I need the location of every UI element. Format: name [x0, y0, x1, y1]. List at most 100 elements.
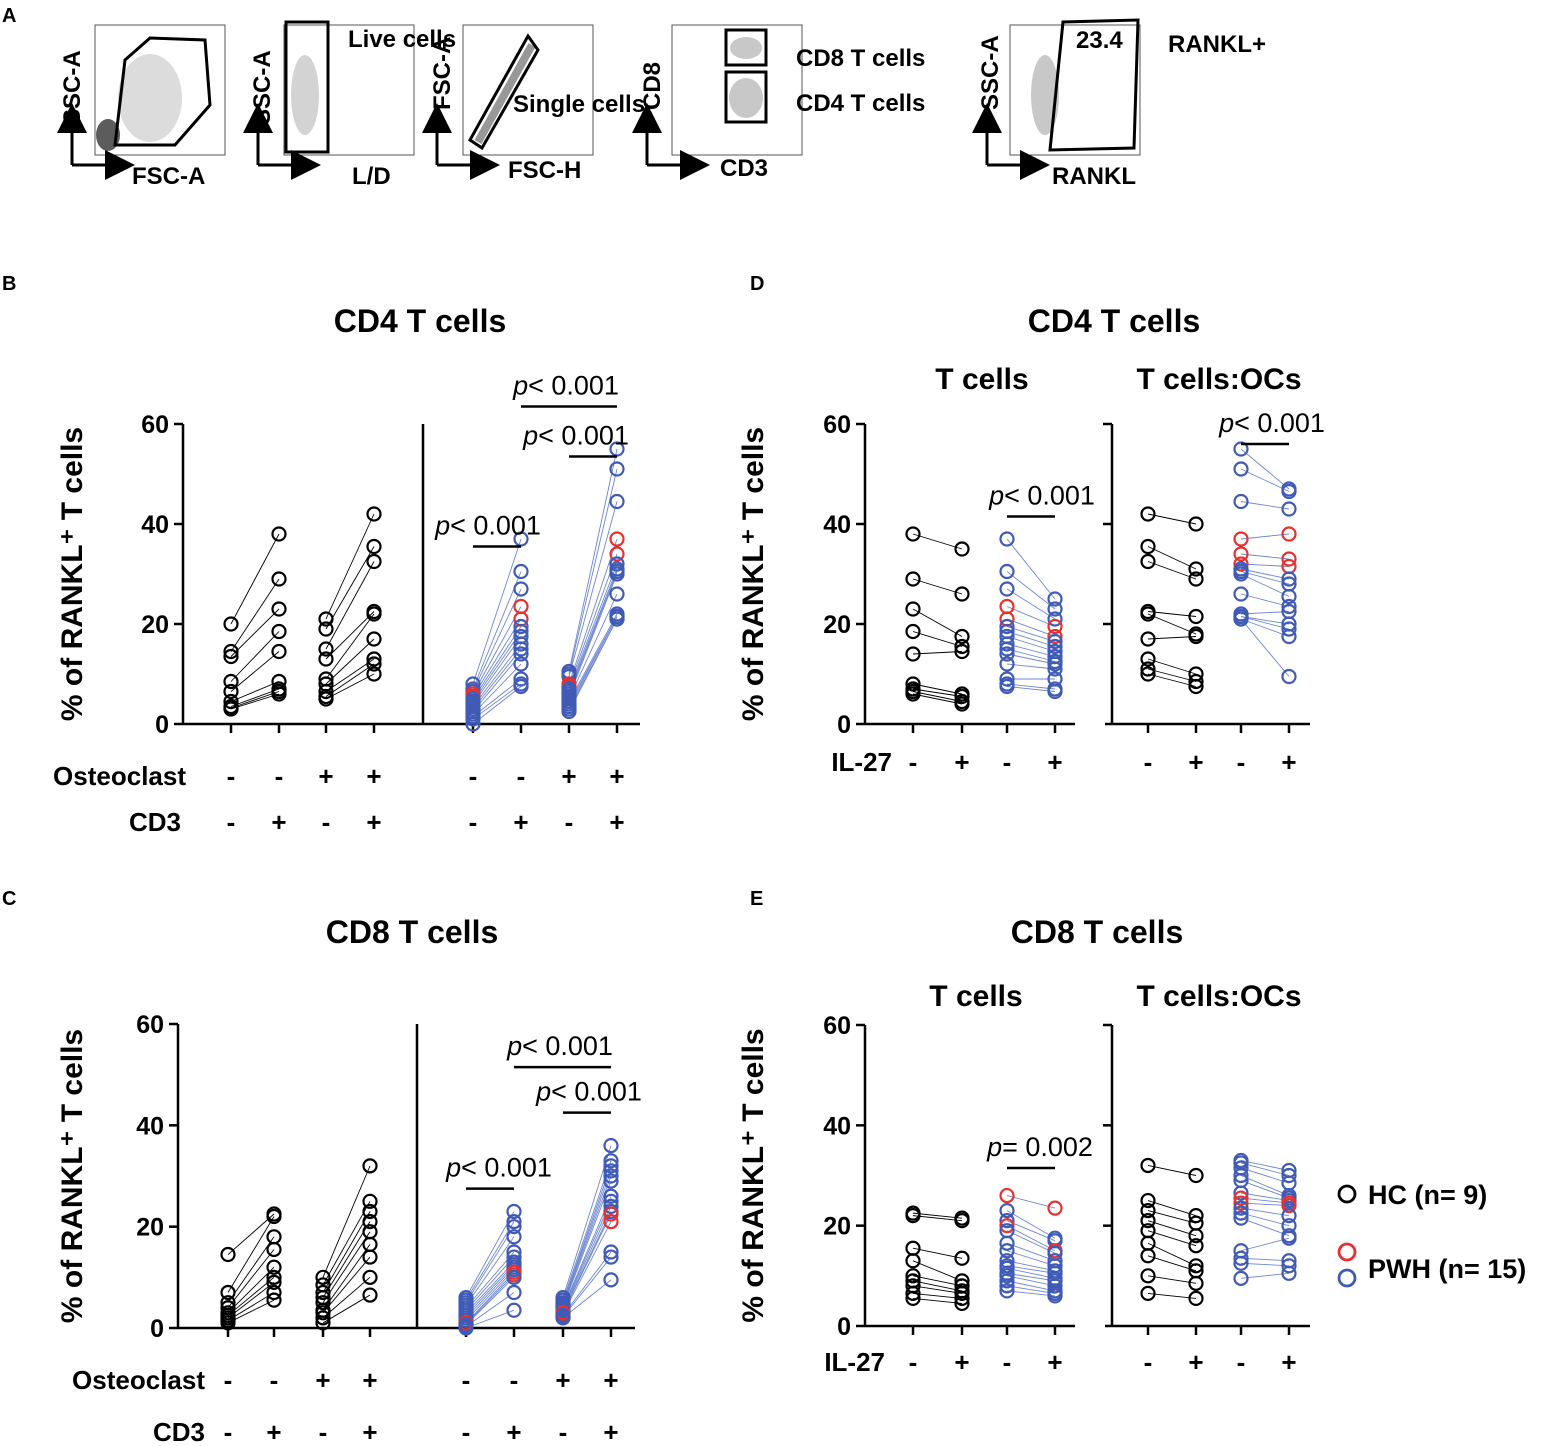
panel-e-sub1-point — [999, 1243, 1015, 1259]
panel-e-sub2-pair-line — [1240, 1212, 1290, 1227]
panel-e-sub2-point — [1281, 1167, 1297, 1184]
panel-c-point — [315, 1295, 331, 1311]
panel-b-pair-line — [472, 683, 522, 720]
panel-b-point — [609, 566, 625, 582]
panel-c-pair-line — [465, 1274, 515, 1325]
panel-c-condition-osteoclast: - — [224, 1365, 233, 1395]
panel-c-pair-line — [227, 1249, 275, 1309]
panel-d-sub2-pair-line — [1240, 563, 1290, 567]
panel-d-sub1-subtitle: T cells — [935, 363, 1028, 396]
panel-e-sub2-point — [1281, 1265, 1297, 1281]
panel-d-sub2-point — [1233, 611, 1249, 627]
panel-e-sub1-pair-line — [1006, 1225, 1056, 1252]
panel-d-sub2-point — [1140, 506, 1156, 522]
panel-c-chart: CD8 T cells 0 20 40 60 % of RANKL⁺ T cells p< … — [56, 914, 642, 1446]
panel-b-y-tick-label: 0 — [155, 711, 169, 739]
panel-b-point — [223, 683, 239, 700]
panel-d-sub2-pair-line — [1240, 616, 1290, 630]
panel-d-sub1-point — [954, 643, 970, 660]
panel-c-condition-osteoclast: - — [510, 1365, 519, 1395]
panel-d-sub1-condition-il27: + — [954, 747, 969, 777]
gate-3-density — [474, 43, 536, 144]
panel-e-sub1-point — [999, 1273, 1015, 1289]
panel-b-y-tick-label: 40 — [141, 511, 169, 539]
panel-d-sub1-point — [1047, 628, 1063, 645]
panel-e-chart: CD8 T cells 0 20 40 60 % of RANKL⁺ T cells IL-… — [737, 914, 1310, 1377]
gate-2-density — [291, 55, 319, 135]
panel-b-point — [318, 683, 334, 700]
panel-c-pair-line — [322, 1211, 371, 1293]
panel-e-sub2-pair-line — [1240, 1257, 1290, 1262]
panel-c-point — [266, 1292, 282, 1308]
panel-d-sub2-point — [1233, 441, 1249, 457]
legend: HC (n= 9) PWH (n= 15) — [1337, 1180, 1526, 1288]
panel-b-condition-cd3: - — [322, 807, 331, 837]
legend-pwh-blue-marker — [1337, 1268, 1357, 1288]
panel-d-sub1-pair-line — [912, 683, 963, 695]
panel-b-point — [223, 616, 239, 632]
panel-e-sub1-pair-line — [912, 1247, 963, 1259]
panel-e-sub1-pair-line — [1006, 1195, 1056, 1209]
panel-c-pair-line — [322, 1165, 371, 1278]
panel-d-sub2-point — [1281, 483, 1297, 500]
panel-e-sub1-pair-line — [1006, 1290, 1056, 1297]
panel-e-sub1-point — [905, 1290, 921, 1307]
gate-5-frame — [1009, 24, 1141, 156]
panel-e-sub2-pair-line — [1240, 1162, 1290, 1176]
panel-d-sub1-point — [1047, 601, 1063, 617]
panel-e-sub1-point — [999, 1213, 1015, 1229]
panel-d-sub1-point — [1047, 618, 1063, 635]
panel-d-sub1-point — [954, 638, 970, 655]
panel-d-sub2-point — [1281, 571, 1297, 587]
panel-c-pair-line — [227, 1216, 275, 1293]
panel-d-sub1-pair-line — [1006, 626, 1056, 642]
panel-e-sub2-point — [1188, 1167, 1204, 1184]
panel-b-pair-line — [568, 448, 618, 672]
panel-b-pair-line — [472, 626, 522, 700]
panel-c-row-label-cd3: CD3 — [153, 1417, 205, 1446]
panel-b-point — [366, 631, 382, 647]
panel-e-sub2-pair-line — [1240, 1192, 1290, 1202]
panel-d-sub2-point — [1188, 678, 1204, 695]
panel-b-pair-line — [230, 631, 280, 682]
panel-b-pair-line — [472, 606, 522, 695]
panel-d-row-label-il27: IL-27 — [831, 747, 892, 777]
panel-d-sub1-point — [1047, 591, 1063, 607]
panel-e-sub2-point — [1233, 1167, 1249, 1184]
panel-c-point — [220, 1246, 236, 1263]
panel-c-pair-line — [562, 1251, 612, 1316]
gate-plot-cd3-cd8: CD8 T cells CD4 T cells CD8 CD3 — [639, 24, 925, 182]
panel-e-sub2-point — [1233, 1200, 1249, 1216]
panel-b-condition-cd3: + — [271, 807, 286, 837]
panel-c-pair-line — [562, 1256, 612, 1318]
panel-c-point — [603, 1272, 619, 1288]
panel-d-sub2-point — [1233, 531, 1249, 547]
panel-c-pair-line — [562, 1165, 612, 1303]
panel-d-sub2-pair-line — [1240, 533, 1290, 540]
panel-d-y-tick-label: 60 — [823, 411, 851, 439]
panel-d-sub1-point — [999, 618, 1015, 635]
panel-d-sub1-pair-line — [912, 578, 963, 595]
panel-c-point — [362, 1287, 378, 1303]
panel-c-point — [362, 1158, 378, 1174]
gate-plot-rankl: 23.4 RANKL+ SSC-A RANKL — [977, 18, 1266, 190]
gate-5-label: RANKL+ — [1168, 31, 1266, 58]
panel-e-sub1-pair-line — [1006, 1230, 1056, 1254]
panel-b-point — [223, 701, 239, 717]
panel-d-y-tick-label: 0 — [837, 711, 851, 739]
panel-b-pair-line — [230, 691, 280, 709]
panel-b-point — [513, 563, 529, 580]
panel-e-sub1-condition-il27: + — [954, 1347, 969, 1377]
panel-e-sub1-pair-line — [912, 1285, 963, 1294]
panel-e-sub2-condition-il27: - — [1237, 1347, 1246, 1377]
panel-d-sub1-pair-line — [912, 693, 963, 705]
panel-d-sub1-pair-line — [1006, 643, 1056, 657]
gate-1-ylabel: SSC-A — [59, 50, 86, 125]
panel-c-row-label-osteoclast: Osteoclast — [72, 1365, 205, 1395]
gate-2-label: Live cells — [348, 26, 456, 53]
panel-e-sub2-pair-line — [1240, 1202, 1290, 1207]
panel-d-sub1-point — [999, 531, 1015, 547]
panel-c-point — [266, 1208, 282, 1225]
panel-b-pair-line — [568, 468, 618, 675]
panel-b-point — [609, 546, 625, 562]
